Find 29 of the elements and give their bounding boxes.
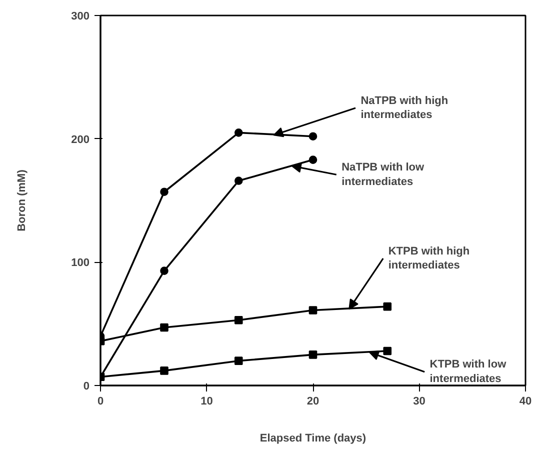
point — [383, 346, 392, 356]
y-tick-label: 200 — [71, 134, 90, 146]
annotation: KTPB with high intermediates — [388, 245, 470, 272]
point — [308, 350, 318, 359]
y-tick-label: 300 — [71, 10, 90, 22]
point — [234, 316, 243, 324]
annotation: NaTPB with low intermediates — [342, 161, 425, 188]
point — [234, 356, 243, 365]
point — [234, 176, 243, 185]
x-tick-label: 30 — [413, 396, 426, 408]
x-tick-label: 20 — [306, 396, 320, 408]
point — [308, 156, 318, 164]
point — [383, 302, 392, 311]
x-tick-label: 10 — [200, 396, 213, 408]
annotation: NaTPB with high intermediates — [360, 94, 448, 122]
y-axis-title: Boron (mM) — [16, 169, 28, 232]
point — [160, 188, 168, 196]
point — [160, 366, 168, 375]
x-tick-label: 40 — [519, 396, 532, 408]
point — [308, 306, 318, 314]
point — [160, 323, 168, 332]
y-tick-label: 100 — [71, 257, 90, 270]
point — [160, 266, 168, 275]
x-axis-title: Elapsed Time (days) — [260, 432, 366, 444]
annotation: KTPB with low intermediates — [430, 358, 507, 386]
x-tick-label: 0 — [97, 396, 104, 408]
point — [308, 132, 318, 141]
y-tick-label: 0 — [83, 380, 90, 392]
point — [234, 128, 243, 137]
